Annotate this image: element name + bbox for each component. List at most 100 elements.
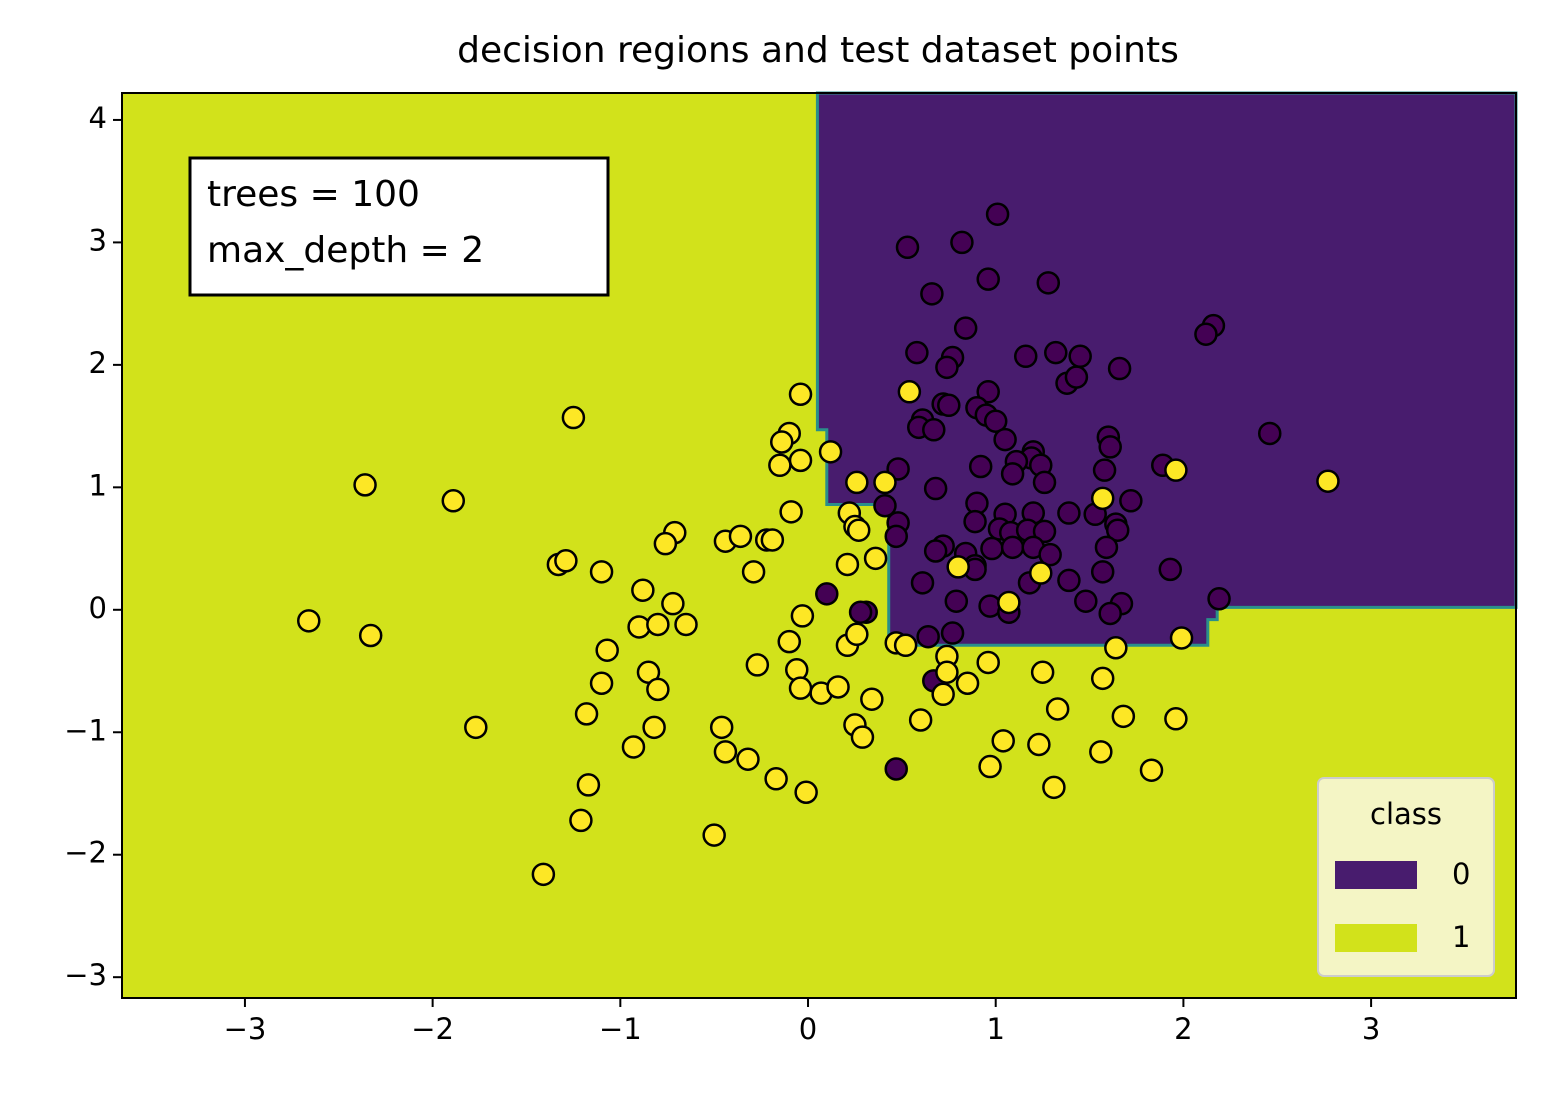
y-tick-label: 3 [89, 223, 107, 257]
data-point [1092, 458, 1117, 482]
data-point [955, 671, 980, 696]
x-tick-label: −1 [599, 1012, 642, 1046]
data-point [845, 470, 869, 495]
data-point [935, 660, 959, 684]
data-point [1316, 469, 1340, 493]
data-point [935, 355, 959, 380]
data-point [884, 757, 908, 781]
data-point [1169, 626, 1194, 650]
y-tick-label: 2 [89, 346, 107, 380]
annotation-box [188, 156, 610, 297]
data-point [1074, 589, 1098, 613]
legend-label: 0 [1452, 857, 1470, 891]
data-point [916, 624, 940, 649]
data-point [353, 473, 377, 497]
data-point [1027, 732, 1051, 757]
data-point [818, 440, 843, 464]
data-point [950, 230, 974, 255]
data-point [1098, 601, 1122, 626]
data-point [788, 676, 813, 700]
legend-swatch [1335, 924, 1417, 952]
data-point [1158, 557, 1183, 582]
data-point [1111, 704, 1136, 729]
data-point [1038, 542, 1062, 567]
data-point [1107, 356, 1132, 381]
legend-label: 1 [1452, 920, 1470, 954]
data-point [976, 650, 1000, 675]
data-point [646, 677, 670, 702]
data-point [860, 687, 884, 711]
data-point [944, 589, 969, 613]
data-point [653, 531, 678, 556]
data-point [297, 609, 321, 633]
y-tick-label: 0 [89, 591, 107, 625]
data-point [923, 476, 948, 501]
data-point [646, 612, 670, 637]
data-point [1036, 271, 1061, 295]
data-point [741, 560, 766, 584]
data-point [745, 653, 770, 677]
data-point [561, 405, 586, 430]
data-point [1090, 666, 1115, 691]
data-point [978, 754, 1002, 779]
data-point [1090, 560, 1115, 584]
data-point [983, 409, 1008, 433]
legend-title: class [1370, 797, 1442, 831]
data-point [1045, 697, 1070, 721]
data-point [1042, 775, 1066, 800]
data-point [980, 536, 1004, 561]
data-point [764, 767, 788, 791]
data-point [1094, 535, 1119, 560]
data-point [768, 453, 792, 478]
data-point [574, 702, 599, 726]
data-point [963, 509, 987, 534]
data-point [1030, 660, 1055, 684]
x-tick-label: −2 [411, 1012, 454, 1046]
data-point [910, 571, 935, 595]
data-point [788, 382, 813, 407]
data-point [908, 708, 933, 732]
x-tick-label: 2 [1174, 1012, 1192, 1046]
data-point [777, 629, 802, 654]
data-point [997, 590, 1021, 615]
data-point [358, 623, 383, 648]
data-point [993, 427, 1017, 452]
data-point [1000, 462, 1025, 486]
data-point [976, 380, 1000, 404]
annotation-text: max_depth = 2 [207, 230, 484, 271]
data-point [779, 500, 803, 524]
y-tick-label: −1 [64, 713, 107, 747]
plot-frame [121, 92, 1517, 999]
data-point [1207, 587, 1231, 611]
chart-title: decision regions and test dataset points [457, 30, 1179, 71]
data-point [845, 622, 869, 647]
data-point [1257, 421, 1282, 446]
data-point [920, 282, 944, 306]
data-point [576, 773, 601, 797]
y-tick-label: 1 [89, 468, 107, 502]
data-point [631, 578, 655, 602]
data-point [642, 715, 666, 740]
data-point [815, 582, 839, 606]
data-point [728, 524, 753, 549]
data-point [863, 546, 888, 571]
data-point [905, 340, 929, 365]
x-tick-label: 1 [986, 1012, 1004, 1046]
data-point [589, 671, 614, 696]
data-point [1089, 740, 1113, 764]
data-point [873, 493, 897, 518]
data-point [850, 725, 875, 749]
data-point [1068, 344, 1092, 369]
data-point [1164, 458, 1188, 482]
data-point [1013, 344, 1038, 369]
x-tick-label: 3 [1362, 1012, 1380, 1046]
data-point [826, 675, 850, 699]
data-point [1105, 518, 1130, 542]
data-point [848, 600, 873, 624]
data-point [1164, 707, 1188, 731]
data-point [661, 591, 685, 616]
y-tick-label: 4 [89, 101, 107, 135]
data-point [769, 430, 794, 454]
data-point [1044, 340, 1068, 365]
